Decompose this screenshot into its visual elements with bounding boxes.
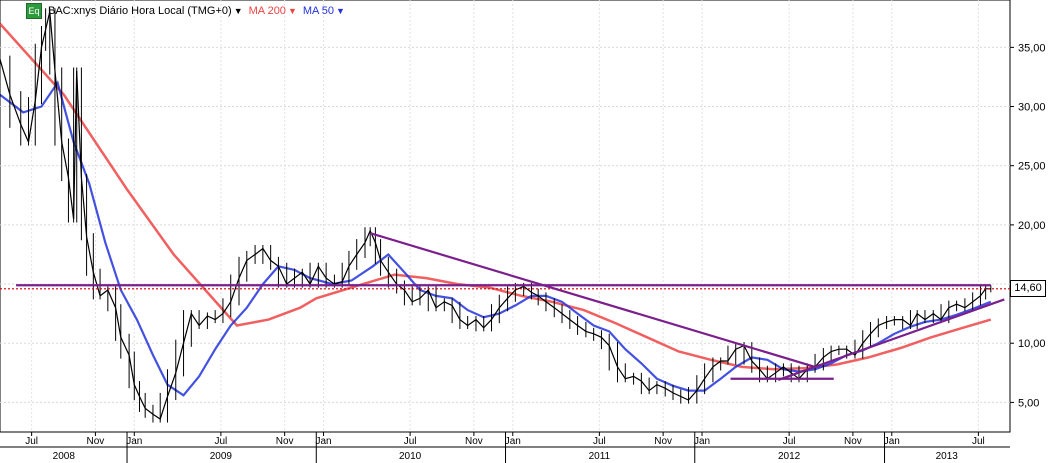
x-tick-label: Jan (315, 436, 331, 447)
y-tick-label: 10,00 (1018, 338, 1046, 350)
year-label: 2012 (778, 451, 801, 462)
instrument-label: BAC:xnys Diário Hora Local (TMG+0) (48, 5, 232, 17)
instrument-dropdown[interactable]: BAC:xnys Diário Hora Local (TMG+0) ▼ (48, 5, 243, 17)
ascending-trendline (777, 298, 1005, 381)
chart-legend: Eq BAC:xnys Diário Hora Local (TMG+0) ▼ … (26, 3, 345, 19)
x-tick-label: Jan (126, 436, 142, 447)
x-tick-label: Jul (404, 436, 417, 447)
last-price-label: 14,60 (1010, 280, 1046, 297)
year-label: 2008 (53, 451, 76, 462)
x-tick-label: Nov (654, 436, 672, 447)
x-tick-label: Nov (87, 436, 105, 447)
year-label: 2011 (589, 451, 611, 462)
chevron-down-icon: ▼ (287, 6, 297, 16)
y-tick-label: 20,00 (1018, 220, 1046, 232)
y-tick-label: 35,00 (1018, 42, 1046, 54)
x-tick-label: Nov (465, 436, 483, 447)
y-tick-label: 25,00 (1018, 161, 1046, 173)
y-tick-label: 5,00 (1018, 397, 1039, 409)
chevron-down-icon: ▼ (336, 6, 345, 16)
ma50-dropdown[interactable]: MA 50 ▼ (303, 5, 345, 17)
x-tick-label: Nov (844, 436, 862, 447)
descending-trendline (369, 232, 816, 368)
x-tick-label: Jan (694, 436, 710, 447)
x-tick-label: Jan (505, 436, 521, 447)
plot-area (0, 0, 1011, 433)
x-tick-label: Nov (276, 436, 294, 447)
x-tick-label: Jul (214, 436, 227, 447)
x-tick-label: Jul (25, 436, 38, 447)
year-label: 2009 (210, 451, 233, 462)
chevron-down-icon: ▼ (233, 6, 243, 16)
x-tick-label: Jan (884, 436, 900, 447)
equity-badge-icon[interactable]: Eq (26, 3, 42, 19)
ma200-dropdown[interactable]: MA 200 ▼ (249, 5, 297, 17)
ma50-label: MA 50 (302, 5, 335, 17)
x-tick-label: Jul (593, 436, 606, 447)
year-label: 2013 (936, 451, 959, 462)
ma200-line (0, 22, 992, 371)
y-tick-label: 30,00 (1018, 102, 1046, 114)
ma200-label: MA 200 (248, 5, 286, 17)
year-label: 2010 (399, 451, 422, 462)
x-tick-label: Jul (972, 436, 985, 447)
x-tick-label: Jul (783, 436, 796, 447)
